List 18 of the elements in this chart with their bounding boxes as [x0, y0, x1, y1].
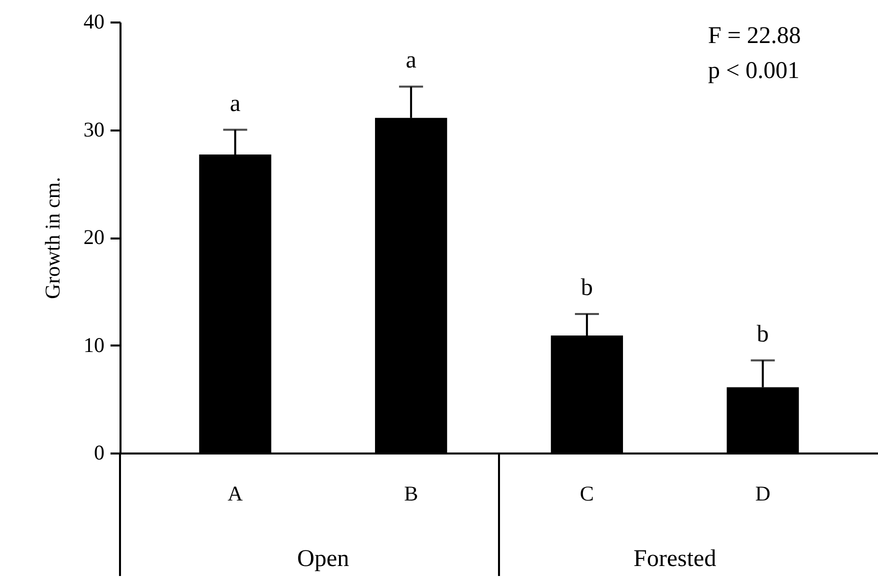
y-tick-label: 40: [84, 10, 104, 34]
text: Open: [297, 546, 350, 572]
x-tick-label: C: [580, 482, 594, 506]
x-tick-label: B: [404, 482, 418, 506]
y-axis-title: Growth in cm.: [40, 177, 64, 299]
y-tick-label: 30: [84, 117, 104, 142]
annotation: b: [580, 275, 593, 302]
annotation: a: [230, 90, 241, 117]
x-tick-label: A: [228, 482, 244, 506]
text: Forested: [634, 546, 716, 572]
annotation: b: [756, 321, 769, 348]
y-tick-label: 20: [84, 225, 104, 249]
annotation: p < 0.001: [708, 58, 800, 84]
y-tick-label: 10: [84, 332, 104, 357]
x-tick-label: D: [755, 482, 770, 506]
annotation: F = 22.88: [708, 23, 801, 49]
y-tick-label: 0: [94, 440, 104, 464]
annotation: a: [406, 48, 417, 74]
